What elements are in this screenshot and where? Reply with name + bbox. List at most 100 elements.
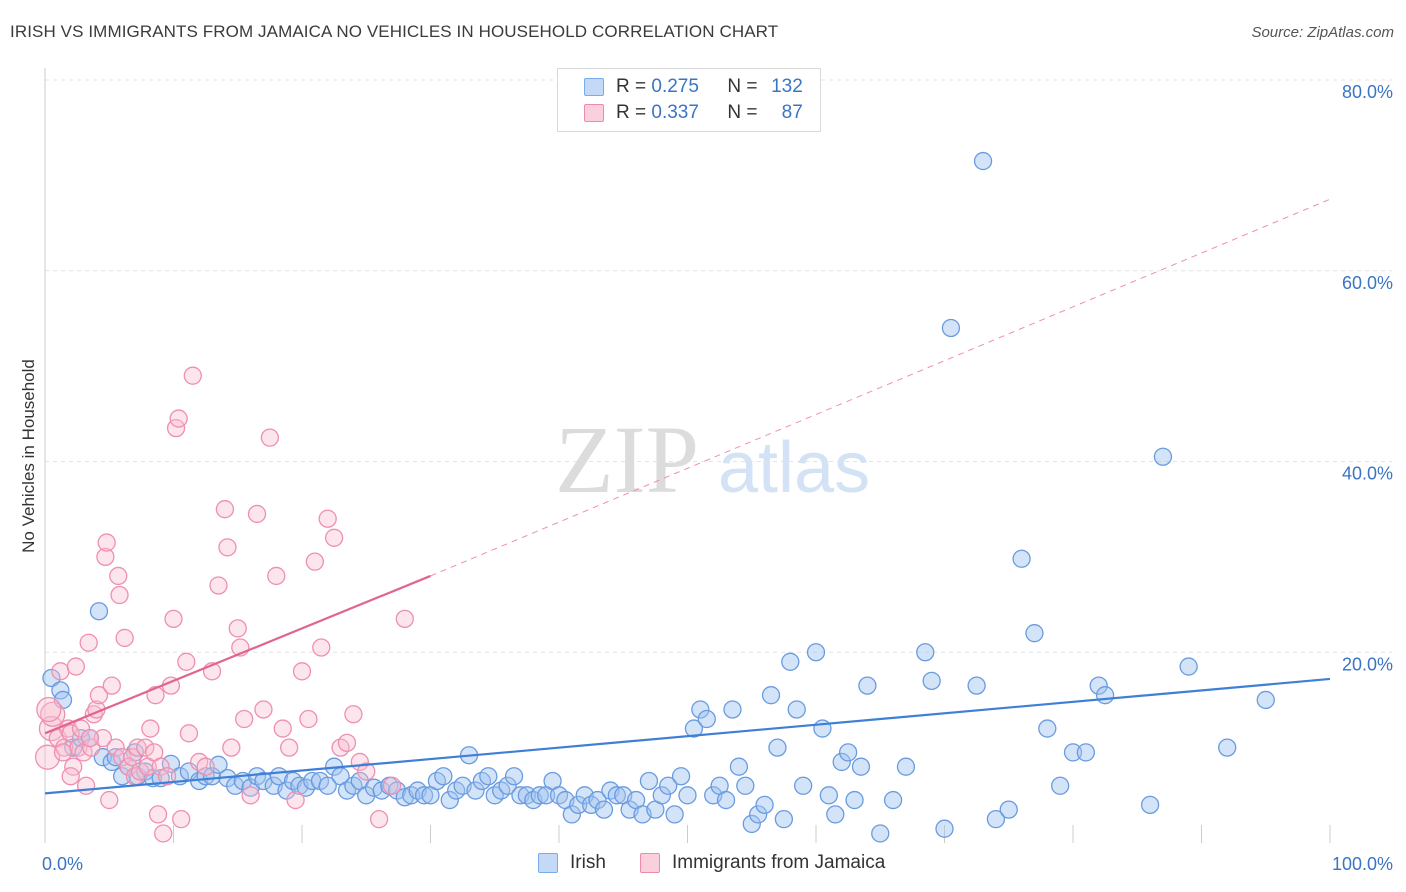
point-irish <box>504 767 524 786</box>
point-irish <box>826 805 845 824</box>
point-jamaica <box>89 686 109 705</box>
point-jamaica <box>177 652 196 671</box>
point-jamaica <box>222 738 241 757</box>
point-irish <box>967 676 986 695</box>
point-jamaica <box>286 790 305 810</box>
point-irish <box>896 757 916 776</box>
point-irish <box>729 757 749 776</box>
point-jamaica <box>292 662 312 681</box>
legend-label-jamaica: Immigrants from Jamaica <box>672 852 886 873</box>
point-irish <box>986 810 1006 829</box>
trend-line-jamaica-extension <box>430 198 1331 577</box>
point-irish <box>1218 738 1237 757</box>
point-irish <box>832 752 851 772</box>
point-jamaica <box>312 638 331 657</box>
chart-title: IRISH VS IMMIGRANTS FROM JAMAICA NO VEHI… <box>10 22 779 41</box>
point-irish <box>1140 795 1160 814</box>
point-jamaica <box>209 576 228 595</box>
point-jamaica <box>218 538 237 557</box>
point-irish <box>883 790 903 810</box>
legend-r-value: 0.275 <box>651 76 699 97</box>
legend-n-value: 87 <box>781 102 803 123</box>
point-irish <box>935 819 954 838</box>
legend-r-value: 0.337 <box>651 102 699 123</box>
point-jamaica <box>154 824 173 843</box>
point-irish <box>1153 447 1173 466</box>
point-jamaica <box>169 409 188 428</box>
point-irish <box>639 771 659 791</box>
point-jamaica <box>235 709 254 729</box>
watermark: ZIP atlas <box>555 406 870 513</box>
series-legend: Irish Immigrants from Jamaica <box>0 852 1406 878</box>
point-irish <box>838 743 858 762</box>
point-irish <box>845 790 864 810</box>
point-jamaica <box>305 552 325 571</box>
point-irish <box>697 709 716 729</box>
y-tick-label: 20.0% <box>1342 654 1393 674</box>
point-irish <box>916 643 935 662</box>
legend-n-value: 132 <box>771 76 803 97</box>
legend-label-irish: Irish <box>570 852 606 873</box>
point-irish <box>202 767 222 786</box>
point-jamaica <box>136 738 155 757</box>
point-irish <box>607 786 626 805</box>
point-irish <box>659 776 678 795</box>
point-jamaica <box>112 748 132 767</box>
point-irish <box>479 767 498 786</box>
point-irish <box>787 700 806 719</box>
point-irish <box>1076 743 1095 762</box>
legend-row-jamaica: R = 0.337 N = 87 <box>584 101 803 125</box>
point-irish <box>671 767 691 786</box>
legend-item-jamaica[interactable]: Immigrants from Jamaica <box>640 852 885 874</box>
source-label: Source: ZipAtlas.com <box>1251 24 1394 41</box>
point-jamaica <box>141 719 160 738</box>
point-irish <box>594 800 614 819</box>
point-irish <box>1025 624 1044 643</box>
point-irish <box>1089 676 1108 695</box>
point-jamaica <box>97 533 116 552</box>
point-jamaica <box>357 762 376 781</box>
legend-n-label: N = <box>727 102 758 123</box>
trend-lines <box>44 198 1331 795</box>
y-tick-label: 60.0% <box>1342 273 1393 293</box>
point-jamaica <box>172 810 191 829</box>
point-jamaica <box>66 657 85 676</box>
point-jamaica <box>260 428 280 447</box>
point-jamaica <box>110 585 129 605</box>
point-irish <box>858 676 877 695</box>
watermark-atlas: atlas <box>718 428 870 508</box>
point-jamaica <box>299 709 318 729</box>
point-irish <box>742 814 761 834</box>
point-jamaica <box>395 609 414 629</box>
point-jamaica <box>123 748 142 767</box>
legend-r-label: R = <box>616 102 647 123</box>
point-irish <box>112 767 132 786</box>
point-irish <box>999 800 1018 819</box>
point-irish <box>684 719 704 738</box>
point-irish <box>941 318 961 338</box>
point-irish <box>42 668 61 688</box>
point-irish <box>1051 776 1070 795</box>
point-irish <box>794 776 813 795</box>
point-irish <box>922 671 941 691</box>
legend-item-irish[interactable]: Irish <box>538 852 606 874</box>
point-jamaica <box>267 566 286 586</box>
point-irish <box>749 805 768 824</box>
point-jamaica <box>369 810 389 829</box>
point-irish <box>755 795 774 814</box>
point-irish <box>1179 657 1198 676</box>
point-irish <box>819 786 838 805</box>
point-irish <box>588 790 607 810</box>
point-irish <box>89 602 109 621</box>
point-irish <box>736 776 755 795</box>
point-jamaica <box>58 719 78 738</box>
point-jamaica <box>40 701 66 727</box>
point-jamaica <box>382 776 402 795</box>
point-irish <box>498 776 517 795</box>
legend-swatch-irish <box>538 853 558 873</box>
watermark-zip: ZIP <box>555 406 699 513</box>
point-jamaica <box>241 786 260 805</box>
point-irish <box>1012 549 1031 568</box>
point-jamaica <box>228 619 247 638</box>
point-irish <box>530 786 549 805</box>
